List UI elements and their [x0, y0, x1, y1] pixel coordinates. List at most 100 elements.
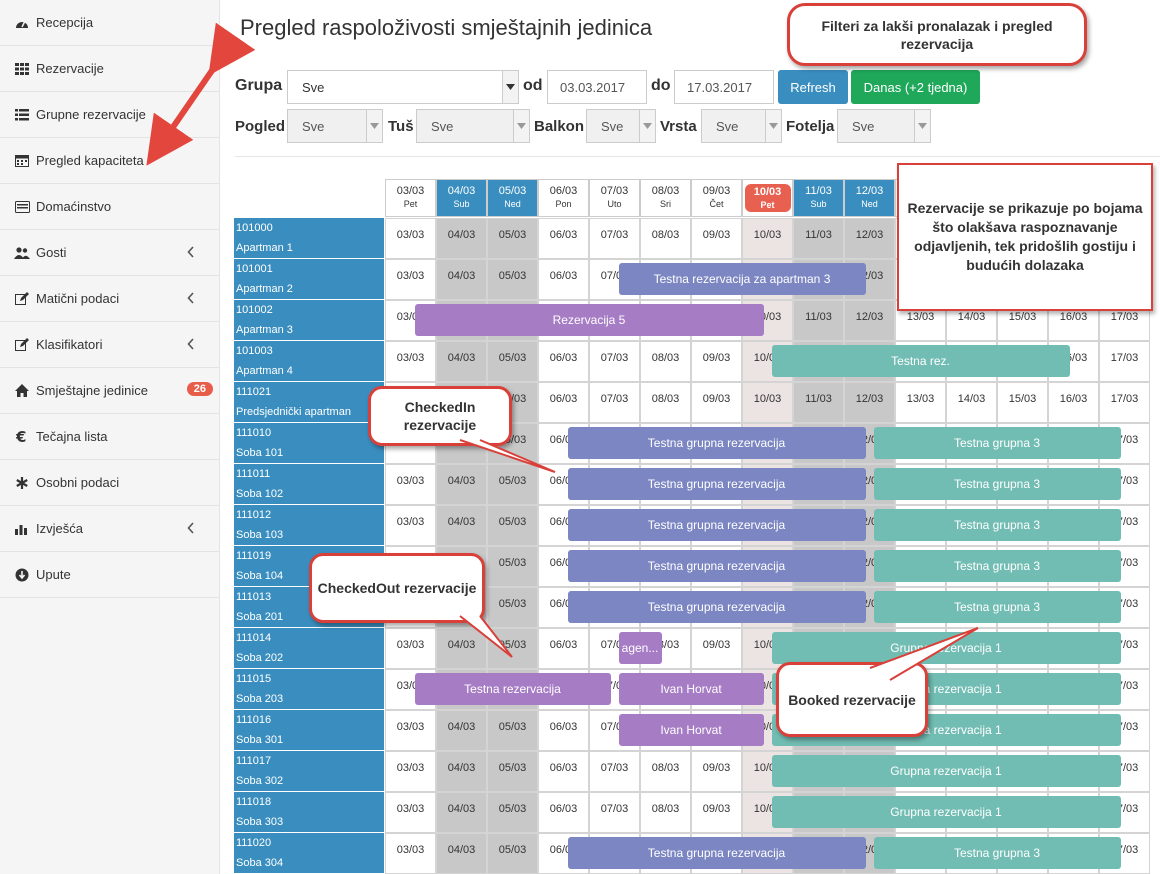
day-cell[interactable]: 06/03	[538, 382, 589, 423]
reservation-bar-checked-out[interactable]: Ivan Horvat	[618, 714, 764, 746]
sidebar-item-upute[interactable]: Upute	[0, 552, 219, 598]
reservation-bar-checked-in[interactable]: Testna grupna rezervacija	[567, 509, 866, 541]
sidebar-item-tečajna-lista[interactable]: € Tečajna lista	[0, 414, 219, 460]
unit-label[interactable]: 111012 Soba 103	[234, 505, 384, 546]
sidebar-item-smještajne-jedinice[interactable]: Smještajne jedinice 26	[0, 368, 219, 414]
reservation-bar-booked[interactable]: Testna grupna 3	[873, 591, 1121, 623]
day-cell[interactable]: 03/03	[385, 628, 436, 669]
day-cell[interactable]: 09/03	[691, 218, 742, 259]
day-cell[interactable]: 05/03	[487, 587, 538, 628]
day-cell[interactable]: 10/03	[742, 218, 793, 259]
day-cell[interactable]: 05/03	[487, 259, 538, 300]
do-date-input[interactable]: 17.03.2017	[674, 70, 774, 104]
reservation-bar-booked[interactable]: Testna grupna 3	[873, 550, 1121, 582]
day-cell[interactable]: 07/03	[589, 218, 640, 259]
day-cell[interactable]: 09/03	[691, 341, 742, 382]
unit-label[interactable]: 111016 Soba 301	[234, 710, 384, 751]
sidebar-item-klasifikatori[interactable]: Klasifikatori	[0, 322, 219, 368]
refresh-button[interactable]: Refresh	[778, 70, 848, 104]
day-cell[interactable]: 03/03	[385, 464, 436, 505]
day-cell[interactable]: 03/03	[385, 341, 436, 382]
unit-label[interactable]: 111011 Soba 102	[234, 464, 384, 505]
reservation-bar-checked-in[interactable]: Testna rezervacija za apartman 3	[618, 263, 866, 295]
day-cell[interactable]: 10/03	[742, 382, 793, 423]
balkon-select[interactable]: Sve	[586, 109, 656, 143]
day-cell[interactable]: 06/03	[538, 218, 589, 259]
day-cell[interactable]: 08/03	[640, 218, 691, 259]
reservation-bar-checked-out[interactable]: Testna rezervacija	[414, 673, 611, 705]
sidebar-item-matični-podaci[interactable]: Matični podaci	[0, 276, 219, 322]
day-cell[interactable]: 04/03	[436, 218, 487, 259]
day-cell[interactable]: 04/03	[436, 628, 487, 669]
day-cell[interactable]: 06/03	[538, 710, 589, 751]
unit-label[interactable]: 101003 Apartman 4	[234, 341, 384, 382]
pogled-select[interactable]: Sve	[287, 109, 383, 143]
reservation-bar-booked[interactable]: Grupna rezervacija 1	[771, 796, 1121, 828]
reservation-bar-checked-in[interactable]: Testna grupna rezervacija	[567, 550, 866, 582]
reservation-bar-checked-out[interactable]: Ivan Horvat	[618, 673, 764, 705]
reservation-bar-checked-out[interactable]: agen...	[618, 632, 662, 664]
day-cell[interactable]: 05/03	[487, 218, 538, 259]
sidebar-item-osobni-podaci[interactable]: Osobni podaci	[0, 460, 219, 506]
unit-label[interactable]: 111021 Predsjednički apartman	[234, 382, 384, 423]
reservation-bar-booked[interactable]: Testna rez.	[771, 345, 1070, 377]
day-cell[interactable]: 04/03	[436, 464, 487, 505]
day-cell[interactable]: 03/03	[385, 218, 436, 259]
day-cell[interactable]: 04/03	[436, 259, 487, 300]
day-cell[interactable]: 13/03	[895, 382, 946, 423]
unit-label[interactable]: 111017 Soba 302	[234, 751, 384, 792]
day-cell[interactable]: 07/03	[589, 382, 640, 423]
day-cell[interactable]: 06/03	[538, 341, 589, 382]
sidebar-item-grupne-rezervacije[interactable]: Grupne rezervacije	[0, 92, 219, 138]
reservation-bar-checked-out[interactable]: Rezervacija 5	[414, 304, 764, 336]
sidebar-item-gosti[interactable]: Gosti	[0, 230, 219, 276]
day-cell[interactable]: 04/03	[436, 341, 487, 382]
day-cell[interactable]: 05/03	[487, 751, 538, 792]
unit-label[interactable]: 111010 Soba 101	[234, 423, 384, 464]
reservation-bar-checked-in[interactable]: Testna grupna rezervacija	[567, 427, 866, 459]
day-cell[interactable]: 04/03	[436, 751, 487, 792]
day-cell[interactable]: 11/03	[793, 382, 844, 423]
day-cell[interactable]: 09/03	[691, 792, 742, 833]
day-cell[interactable]: 11/03	[793, 300, 844, 341]
reservation-bar-checked-in[interactable]: Testna grupna rezervacija	[567, 837, 866, 869]
unit-label[interactable]: 101000 Apartman 1	[234, 218, 384, 259]
day-cell[interactable]: 17/03	[1099, 382, 1150, 423]
day-cell[interactable]: 05/03	[487, 546, 538, 587]
day-cell[interactable]: 08/03	[640, 382, 691, 423]
day-cell[interactable]: 15/03	[997, 382, 1048, 423]
day-cell[interactable]: 04/03	[436, 505, 487, 546]
day-cell[interactable]: 05/03	[487, 710, 538, 751]
day-cell[interactable]: 03/03	[385, 833, 436, 874]
day-cell[interactable]: 06/03	[538, 628, 589, 669]
sidebar-item-recepcija[interactable]: Recepcija	[0, 0, 219, 46]
day-cell[interactable]: 09/03	[691, 628, 742, 669]
day-cell[interactable]: 06/03	[538, 792, 589, 833]
day-cell[interactable]: 06/03	[538, 751, 589, 792]
od-date-input[interactable]: 03.03.2017	[547, 70, 647, 104]
day-cell[interactable]: 12/03	[844, 218, 895, 259]
day-cell[interactable]: 16/03	[1048, 382, 1099, 423]
day-cell[interactable]: 07/03	[589, 341, 640, 382]
day-cell[interactable]: 06/03	[538, 259, 589, 300]
day-cell[interactable]: 03/03	[385, 710, 436, 751]
reservation-bar-booked[interactable]: Testna grupna 3	[873, 427, 1121, 459]
day-cell[interactable]: 08/03	[640, 792, 691, 833]
unit-label[interactable]: 111015 Soba 203	[234, 669, 384, 710]
reservation-bar-booked[interactable]: Testna grupna 3	[873, 468, 1121, 500]
day-cell[interactable]: 04/03	[436, 710, 487, 751]
sidebar-item-domaćinstvo[interactable]: Domaćinstvo	[0, 184, 219, 230]
day-cell[interactable]: 05/03	[487, 505, 538, 546]
reservation-bar-booked[interactable]: Grupna rezervacija 1	[771, 755, 1121, 787]
day-cell[interactable]: 12/03	[844, 300, 895, 341]
day-cell[interactable]: 05/03	[487, 464, 538, 505]
unit-label[interactable]: 111014 Soba 202	[234, 628, 384, 669]
day-cell[interactable]: 07/03	[589, 751, 640, 792]
fotelja-select[interactable]: Sve	[837, 109, 931, 143]
day-cell[interactable]: 08/03	[640, 751, 691, 792]
day-cell[interactable]: 14/03	[946, 382, 997, 423]
tus-select[interactable]: Sve	[416, 109, 530, 143]
unit-label[interactable]: 101001 Apartman 2	[234, 259, 384, 300]
day-cell[interactable]: 07/03	[589, 792, 640, 833]
day-cell[interactable]: 11/03	[793, 218, 844, 259]
